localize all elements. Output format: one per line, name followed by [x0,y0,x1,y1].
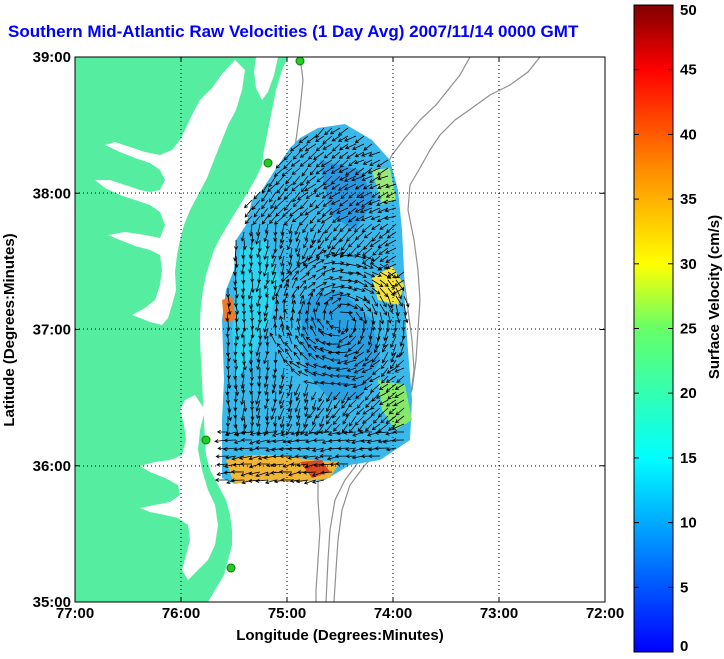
radar-site-marker [295,57,305,66]
delaware-bay [254,57,278,100]
y-axis-label: Latitude (Degrees:Minutes) [1,233,18,426]
colorbar-tick-label: 30 [680,256,697,273]
colorbar-tick-label: 50 [680,2,697,19]
chesapeake-bay [95,60,245,325]
radar-site-marker [201,435,211,445]
colorbar [633,4,674,653]
colorbar-ticks: 0 5 10 15 20 25 30 35 40 45 50 [634,2,697,655]
pamlico-sound [140,395,218,580]
colorbar-tick-label: 40 [680,126,697,143]
colorbar-tick-label: 45 [680,62,697,79]
grid-lines [75,57,605,602]
colorbar-label: Surface Velocity (cm/s) [706,215,723,379]
x-tick-label: 73:00 [480,605,518,622]
colorbar-tick-label: 20 [680,385,697,402]
y-tick-label: 37:00 [33,322,71,339]
x-tick-label: 76:00 [162,605,200,622]
colorbar-tick-label: 35 [680,191,697,208]
colorbar-tick-label: 0 [680,638,688,655]
y-tick-label: 35:00 [33,594,71,611]
colorbar-tick-label: 10 [680,515,697,532]
colorbar-tick-label: 25 [680,321,697,338]
y-axis: 39:00 38:00 37:00 36:00 35:00 [33,49,605,611]
x-tick-label: 72:00 [586,605,624,622]
radar-site-marker [226,563,236,573]
colorbar-tick-label: 5 [680,579,688,596]
radar-site-marker [263,158,273,168]
y-tick-label: 39:00 [33,49,71,66]
x-tick-label: 74:00 [374,605,412,622]
y-tick-label: 36:00 [33,458,71,475]
colorbar-tick-label: 15 [680,450,697,467]
velocity-arrows [214,127,410,485]
x-tick-label: 77:00 [56,605,94,622]
map-title: Southern Mid-Atlantic Raw Velocities (1 … [8,22,579,41]
y-tick-label: 38:00 [33,185,71,202]
x-axis-label: Longitude (Degrees:Minutes) [236,627,444,644]
velocity-arrow-set [214,127,410,485]
x-axis: 77:00 76:00 75:00 74:00 73:00 72:00 [56,57,624,622]
x-tick-label: 75:00 [268,605,306,622]
